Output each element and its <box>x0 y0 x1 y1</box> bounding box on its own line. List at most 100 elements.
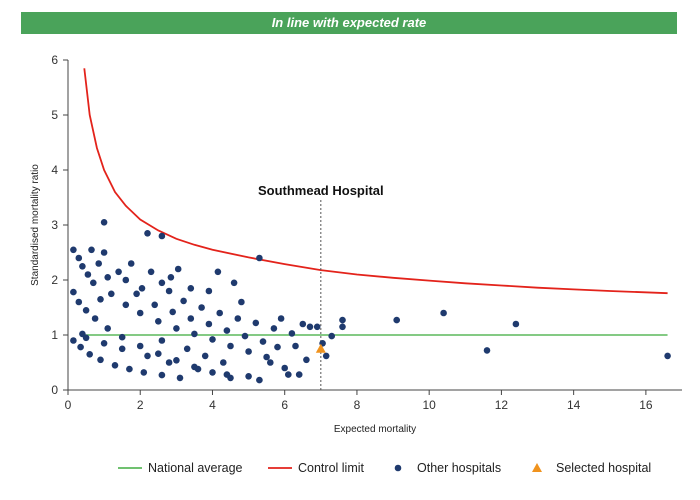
other-hospital-point <box>108 290 115 298</box>
other-hospital-point <box>173 357 180 364</box>
other-hospital-point <box>440 309 447 317</box>
other-hospital-point <box>70 288 77 296</box>
other-hospital-point <box>259 338 267 345</box>
legend-national-average-label: National average <box>148 461 243 475</box>
other-hospital-point <box>82 307 90 314</box>
other-hospital-point <box>234 315 242 322</box>
x-tick-label: 6 <box>281 398 288 412</box>
other-hospital-point <box>313 323 321 331</box>
other-hospital-point <box>104 325 111 332</box>
other-hospital-point <box>288 330 296 337</box>
other-hospital-point <box>100 249 108 256</box>
legend-selected-hospital-label: Selected hospital <box>556 461 651 475</box>
other-hospital-point <box>136 309 144 317</box>
legend-control-limit-label: Control limit <box>298 461 365 475</box>
other-hospital-point <box>292 342 299 350</box>
other-hospital-point <box>115 268 122 276</box>
legend-other-hospitals-swatch <box>394 464 402 472</box>
other-hospital-point <box>183 345 191 353</box>
other-hospital-point <box>79 263 86 270</box>
other-hospital-point <box>136 342 144 350</box>
other-hospital-point <box>158 371 166 379</box>
other-hospital-point <box>267 359 274 366</box>
other-hospital-point <box>147 268 155 276</box>
x-ticks: 0 2 4 6 8 10 12 14 16 <box>65 390 653 412</box>
x-axis-label: Expected mortality <box>334 424 416 435</box>
other-hospital-point <box>176 374 184 382</box>
other-hospital-point <box>285 371 292 378</box>
other-hospital-point <box>241 332 249 340</box>
other-hospital-point <box>90 279 97 287</box>
x-tick-label: 12 <box>495 398 509 412</box>
other-hospital-point <box>299 320 307 328</box>
other-hospital-point <box>512 320 520 328</box>
x-tick-label: 14 <box>567 398 581 412</box>
legend: National average Control limit Other hos… <box>118 461 651 475</box>
other-hospital-point <box>245 348 252 355</box>
other-hospital-point <box>169 308 176 316</box>
other-hospital-point <box>483 347 491 354</box>
other-hospital-point <box>70 337 77 344</box>
other-hospital-point <box>214 268 222 276</box>
y-tick-label: 0 <box>51 383 58 397</box>
other-hospital-point <box>322 352 330 360</box>
other-hospital-point <box>256 376 263 384</box>
control-limit-line <box>83 68 668 295</box>
other-hospital-point <box>223 327 231 334</box>
other-hospital-point <box>86 351 93 358</box>
other-hospital-point <box>75 298 83 306</box>
other-hospital-point <box>328 332 336 340</box>
other-hospital-point <box>122 276 130 284</box>
other-hospital-point <box>180 297 187 305</box>
other-hospital-point <box>127 260 135 267</box>
y-tick-label: 6 <box>51 53 58 67</box>
other-hospital-point <box>205 287 213 295</box>
y-tick-label: 1 <box>51 328 58 342</box>
other-hospital-point <box>84 271 92 278</box>
other-hospital-point <box>209 369 216 376</box>
x-tick-label: 8 <box>354 398 361 412</box>
other-hospital-point <box>144 230 151 237</box>
other-hospital-point <box>100 219 108 226</box>
y-ticks: 0 1 2 3 4 5 6 <box>51 53 68 397</box>
x-tick-label: 2 <box>137 398 144 412</box>
other-hospital-point <box>339 323 346 331</box>
other-hospital-point <box>97 356 104 364</box>
other-hospital-point <box>209 336 216 343</box>
other-hospital-point <box>167 274 175 281</box>
other-hospital-point <box>155 318 162 325</box>
other-hospital-point <box>140 369 148 376</box>
other-hospital-point <box>306 323 314 331</box>
other-hospital-point <box>111 362 119 369</box>
other-hospital-point <box>158 279 166 287</box>
other-hospital-point <box>230 279 238 287</box>
other-hospital-point <box>173 325 180 332</box>
other-hospital-point <box>270 325 278 332</box>
selected-hospital-marker <box>315 343 326 353</box>
legend-selected-hospital-swatch <box>532 463 542 472</box>
other-hospital-point <box>158 232 166 240</box>
other-hospital-point <box>187 285 195 292</box>
other-hospital-point <box>277 315 285 322</box>
other-hospital-point <box>274 343 281 351</box>
other-hospital-point <box>151 301 158 309</box>
other-hospital-point <box>118 333 126 341</box>
other-hospital-point <box>245 373 252 380</box>
other-hospital-point <box>75 254 83 262</box>
other-hospital-point <box>223 371 231 378</box>
other-hospital-point <box>97 296 104 303</box>
other-hospital-point <box>144 352 151 360</box>
other-hospitals-points <box>70 219 671 384</box>
y-tick-label: 5 <box>51 108 58 122</box>
other-hospital-point <box>194 365 202 373</box>
y-axis-label: Standardised mortality ratio <box>30 164 41 286</box>
other-hospital-point <box>201 352 209 360</box>
other-hospital-point <box>303 356 310 364</box>
other-hospital-point <box>281 364 289 372</box>
legend-other-hospitals-label: Other hospitals <box>417 461 501 475</box>
chart-title-banner: In line with expected rate <box>21 12 677 34</box>
other-hospital-point <box>263 353 270 361</box>
other-hospital-point <box>91 315 99 322</box>
other-hospital-point <box>252 319 260 327</box>
